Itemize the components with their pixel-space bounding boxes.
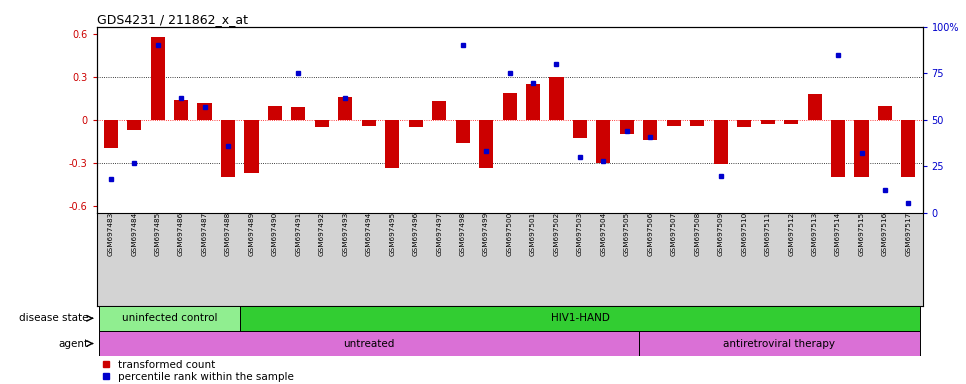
Bar [174, 100, 188, 120]
Bar [550, 77, 563, 120]
Bar [878, 106, 892, 120]
Bar [639, 331, 921, 356]
Bar [99, 306, 240, 331]
Bar [714, 120, 727, 164]
Bar [808, 94, 822, 120]
Bar [456, 120, 469, 143]
Bar [268, 106, 282, 120]
Bar [479, 120, 493, 169]
Bar [573, 120, 587, 138]
Bar [901, 120, 916, 177]
Bar [99, 331, 639, 356]
Bar [385, 120, 399, 169]
Bar [292, 107, 305, 120]
Bar [667, 120, 681, 126]
Bar [197, 103, 212, 120]
Bar [244, 120, 259, 173]
Text: HIV1-HAND: HIV1-HAND [551, 313, 610, 323]
Text: untreated: untreated [343, 339, 394, 349]
Bar [361, 120, 376, 126]
Bar [128, 120, 141, 130]
Bar [432, 101, 446, 120]
Text: antiretroviral therapy: antiretroviral therapy [724, 339, 836, 349]
Text: uninfected control: uninfected control [122, 313, 217, 323]
Bar [737, 120, 752, 127]
Bar [643, 120, 658, 140]
Bar [855, 120, 868, 177]
Bar [151, 37, 164, 120]
Bar [784, 120, 798, 124]
Bar [760, 120, 775, 124]
Bar [338, 97, 353, 120]
Bar [315, 120, 328, 127]
Bar [221, 120, 235, 177]
Bar [596, 120, 611, 163]
Bar [502, 93, 517, 120]
Bar [831, 120, 845, 177]
Legend: transformed count, percentile rank within the sample: transformed count, percentile rank withi… [101, 360, 295, 382]
Text: agent: agent [58, 339, 88, 349]
Bar [691, 120, 704, 126]
Text: disease state: disease state [19, 313, 88, 323]
Text: GDS4231 / 211862_x_at: GDS4231 / 211862_x_at [97, 13, 247, 26]
Bar [240, 306, 921, 331]
Bar [620, 120, 634, 134]
Bar [409, 120, 423, 127]
Bar [526, 84, 540, 120]
Bar [103, 120, 118, 148]
